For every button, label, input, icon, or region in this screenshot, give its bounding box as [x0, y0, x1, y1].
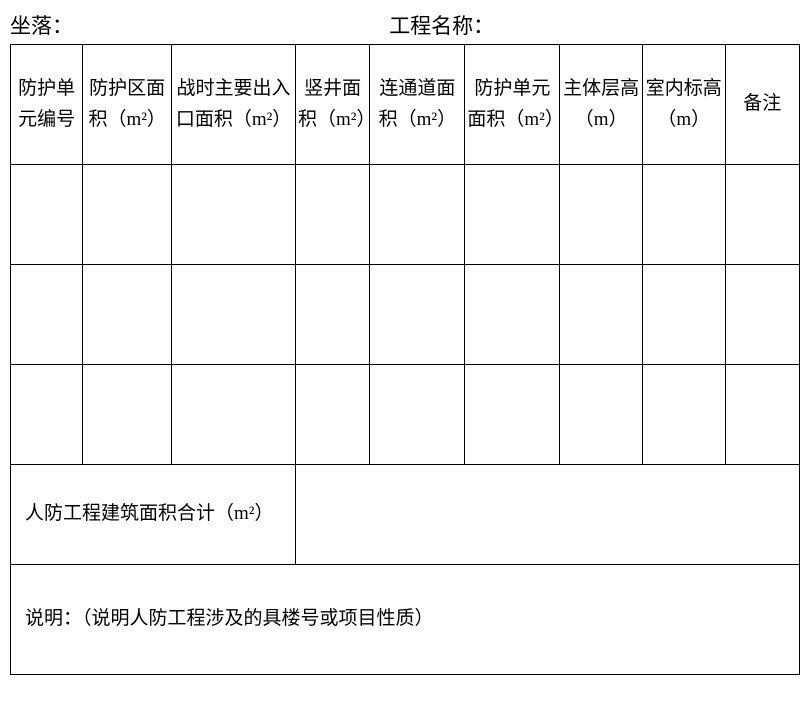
cell	[296, 365, 370, 465]
cell	[370, 265, 465, 365]
cell	[465, 265, 560, 365]
cell	[465, 365, 560, 465]
cell	[642, 165, 725, 265]
cell	[11, 365, 83, 465]
col-header-floor-height: 主体层高（m）	[560, 45, 643, 165]
cell	[370, 165, 465, 265]
description-text: 说明：（说明人防工程涉及的具楼号或项目性质）	[11, 565, 800, 675]
project-name-label: 工程名称：	[389, 14, 494, 38]
cell	[296, 265, 370, 365]
total-row: 人防工程建筑面积合计（m²）	[11, 465, 800, 565]
col-header-indoor-elevation: 室内标高（m）	[642, 45, 725, 165]
cell	[83, 365, 172, 465]
col-header-passage-area: 连通道面积（m²）	[370, 45, 465, 165]
cell	[560, 365, 643, 465]
cell	[642, 265, 725, 365]
col-header-unit-area: 防护单元面积（m²）	[465, 45, 560, 165]
col-header-shaft-area: 竖井面积（m²）	[296, 45, 370, 165]
total-value	[296, 465, 800, 565]
cell	[560, 265, 643, 365]
cell	[725, 265, 799, 365]
cell	[370, 365, 465, 465]
total-label: 人防工程建筑面积合计（m²）	[11, 465, 296, 565]
cell	[83, 165, 172, 265]
cell	[560, 165, 643, 265]
location-label: 坐落：	[10, 14, 73, 38]
table-row	[11, 265, 800, 365]
cell	[83, 265, 172, 365]
col-header-unit-no: 防护单元编号	[11, 45, 83, 165]
cell	[642, 365, 725, 465]
cell	[725, 165, 799, 265]
cell	[172, 365, 296, 465]
main-table: 防护单元编号 防护区面积（m²） 战时主要出入口面积（m²） 竖井面积（m²） …	[10, 44, 800, 675]
col-header-remarks: 备注	[725, 45, 799, 165]
cell	[296, 165, 370, 265]
table-row	[11, 365, 800, 465]
table-row	[11, 165, 800, 265]
header-row: 坐落： 工程名称：	[10, 10, 800, 40]
cell	[11, 265, 83, 365]
col-header-protection-area: 防护区面积（m²）	[83, 45, 172, 165]
cell	[172, 265, 296, 365]
cell	[465, 165, 560, 265]
table-header-row: 防护单元编号 防护区面积（m²） 战时主要出入口面积（m²） 竖井面积（m²） …	[11, 45, 800, 165]
cell	[172, 165, 296, 265]
col-header-entrance-area: 战时主要出入口面积（m²）	[172, 45, 296, 165]
cell	[725, 365, 799, 465]
description-row: 说明：（说明人防工程涉及的具楼号或项目性质）	[11, 565, 800, 675]
cell	[11, 165, 83, 265]
